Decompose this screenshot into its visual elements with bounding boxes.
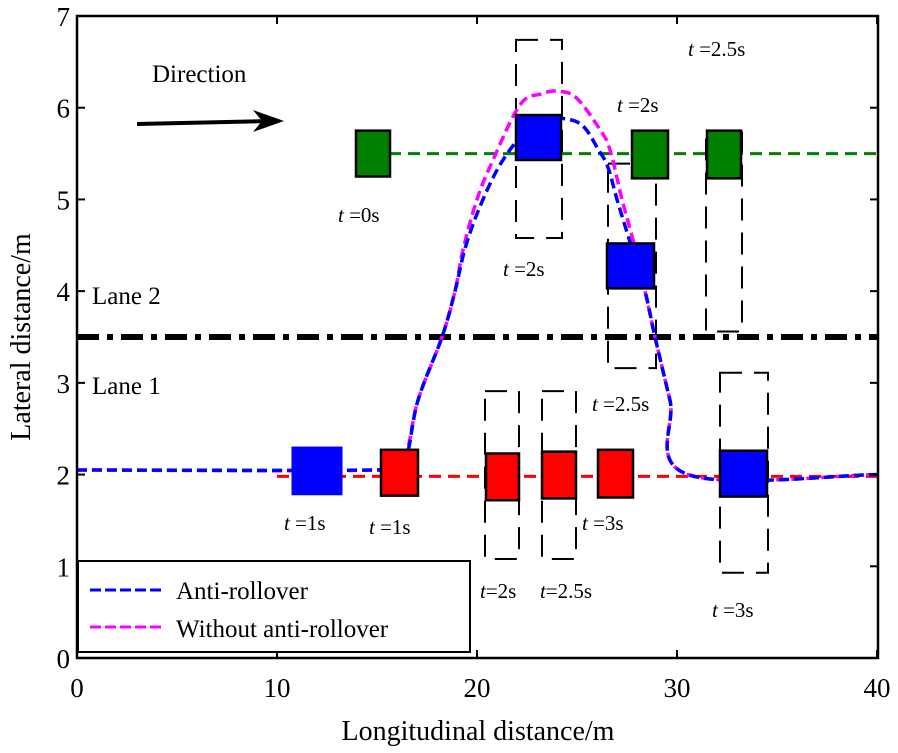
legend-label-without-anti-rollover: Without anti-rollover — [176, 616, 389, 643]
vehicle-red-t3 — [596, 448, 635, 499]
label-rest: =0s — [344, 203, 380, 227]
outline-blue-t2.5 — [607, 162, 657, 370]
label-red-t2.5: t=2.5s — [540, 579, 592, 603]
vehicle-red-t1 — [379, 448, 420, 497]
vehicle-blue-t1 — [291, 446, 343, 496]
y-axis-label: Lateral distance/m — [6, 233, 37, 441]
vehicle-red-t2 — [484, 452, 521, 502]
vehicle-green-t2 — [630, 129, 670, 180]
label-green-t0: t =0s — [338, 203, 380, 227]
y-tick-label: 1 — [57, 552, 71, 582]
vehicle-labels: t =0s t =2s t =2s t =2.5s t =2.5s t =1s … — [284, 37, 754, 622]
y-tick-label: 5 — [57, 185, 71, 215]
legend-label-anti-rollover: Anti-rollover — [176, 578, 309, 605]
vehicle-blue-t3 — [718, 449, 769, 498]
direction-label: Direction — [152, 61, 247, 88]
vehicles — [291, 113, 769, 502]
label-t: t — [338, 203, 345, 227]
y-tick-label: 0 — [57, 644, 71, 674]
label-green-t2: t =2s — [617, 93, 659, 117]
x-axis-label: Longitudinal distance/m — [342, 716, 615, 747]
lane2-label: Lane 2 — [92, 283, 161, 310]
vehicle-blue-t2 — [514, 113, 563, 162]
legend: Anti-rollover Without anti-rollover — [77, 560, 471, 653]
vehicle-blue-t2.5 — [605, 242, 656, 290]
y-tick-label: 7 — [57, 2, 71, 32]
label-blue-t1: t =1s — [284, 511, 326, 535]
y-tick-label: 3 — [57, 369, 71, 399]
x-tick-label: 40 — [864, 673, 891, 703]
reference-lines — [77, 152, 877, 478]
direction-arrow-icon — [136, 110, 284, 132]
legend-box — [77, 560, 471, 653]
axis-ticks: 0 10 20 30 40 0 1 2 3 4 5 6 7 — [57, 2, 891, 703]
label-green-t2.5: t =2.5s — [688, 37, 745, 61]
x-tick-label: 10 — [264, 673, 291, 703]
vehicle-green-t2.5 — [705, 129, 743, 180]
lane1-label: Lane 1 — [92, 373, 161, 400]
x-tick-label: 0 — [70, 673, 84, 703]
x-tick-label: 20 — [464, 673, 491, 703]
y-tick-label: 4 — [57, 277, 71, 307]
x-tick-label: 30 — [664, 673, 691, 703]
vehicle-green-t0 — [354, 129, 392, 178]
label-blue-t3: t =3s — [712, 598, 754, 622]
label-red-t2: t=2s — [480, 579, 516, 603]
label-blue-t2.5: t =2.5s — [592, 392, 649, 416]
y-tick-label: 2 — [57, 461, 71, 491]
label-red-t3: t =3s — [582, 511, 624, 535]
vehicle-red-t2.5 — [540, 450, 578, 500]
label-blue-t2: t =2s — [503, 257, 545, 281]
y-tick-label: 6 — [57, 94, 71, 124]
label-red-t1: t =1s — [369, 515, 411, 539]
